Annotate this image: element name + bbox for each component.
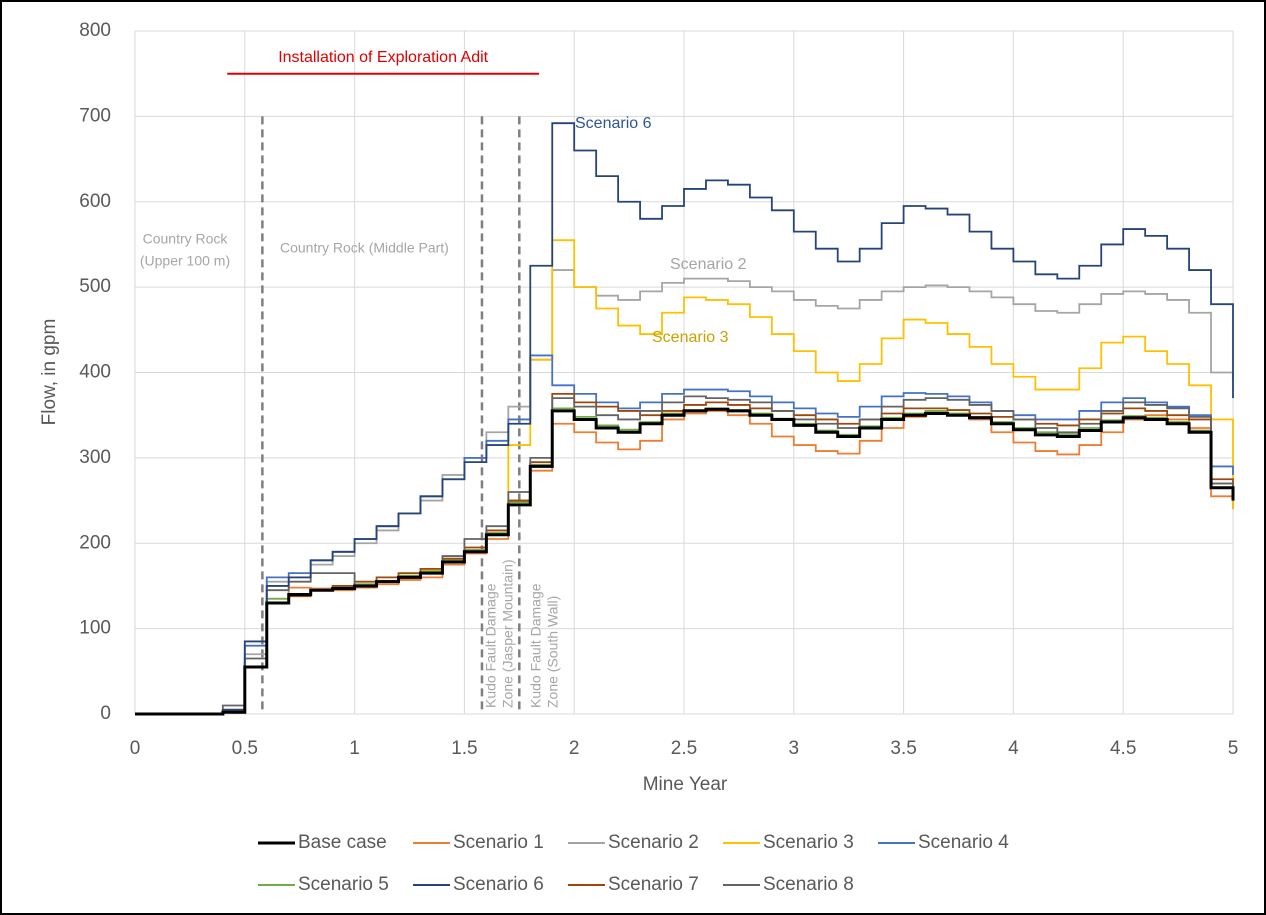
legend-label: Scenario 8 <box>763 874 854 895</box>
series-annotation: Scenario 6 <box>575 115 652 132</box>
y-tick-label: 0 <box>100 703 111 724</box>
x-tick-label: 5 <box>1228 738 1239 759</box>
y-tick-label: 700 <box>79 105 111 126</box>
legend-label: Scenario 1 <box>453 832 544 853</box>
zone-label: Zone (South Wall) <box>545 596 561 708</box>
x-tick-label: 3 <box>789 738 800 759</box>
y-axis-title: Flow, in gpm <box>39 319 60 426</box>
x-tick-label: 3.5 <box>890 738 916 759</box>
zone-label: (Upper 100 m) <box>140 253 230 269</box>
x-tick-label: 2.5 <box>671 738 697 759</box>
zone-label: Kudo Fault Damage <box>483 583 499 708</box>
y-tick-label: 100 <box>79 618 111 639</box>
series-line <box>135 269 1234 715</box>
x-tick-label: 4 <box>1008 738 1019 759</box>
x-tick-label: 2 <box>569 738 580 759</box>
y-tick-label: 300 <box>79 447 111 468</box>
x-axis-title: Mine Year <box>643 774 728 795</box>
legend-label: Scenario 7 <box>608 874 699 895</box>
series-line <box>135 407 1235 716</box>
series-annotation: Scenario 3 <box>652 329 729 346</box>
x-tick-label: 0.5 <box>232 738 258 759</box>
x-tick-label: 1 <box>349 738 360 759</box>
y-tick-label: 600 <box>79 191 111 212</box>
zone-label: Kudo Fault Damage <box>528 583 544 708</box>
x-tick-label: 0 <box>130 738 141 759</box>
zone-label: Country Rock (Middle Part) <box>280 240 449 256</box>
y-tick-label: 200 <box>79 532 111 553</box>
legend-label: Scenario 4 <box>918 832 1009 853</box>
y-tick-label: 400 <box>79 362 111 383</box>
series-line <box>135 122 1234 715</box>
legend-label: Scenario 3 <box>763 832 854 853</box>
series-annotation: Scenario 2 <box>670 256 747 273</box>
zone-label: Zone (Jasper Mountain) <box>500 559 516 708</box>
y-tick-label: 800 <box>79 20 111 41</box>
legend-label: Base case <box>298 832 387 853</box>
x-tick-label: 1.5 <box>451 738 477 759</box>
zone-label: Country Rock <box>143 231 229 247</box>
legend-label: Scenario 2 <box>608 832 699 853</box>
legend-label: Scenario 5 <box>298 874 389 895</box>
y-tick-label: 500 <box>79 276 111 297</box>
adit-label: Installation of Exploration Adit <box>278 49 488 66</box>
x-tick-label: 4.5 <box>1110 738 1136 759</box>
legend-label: Scenario 6 <box>453 874 544 895</box>
